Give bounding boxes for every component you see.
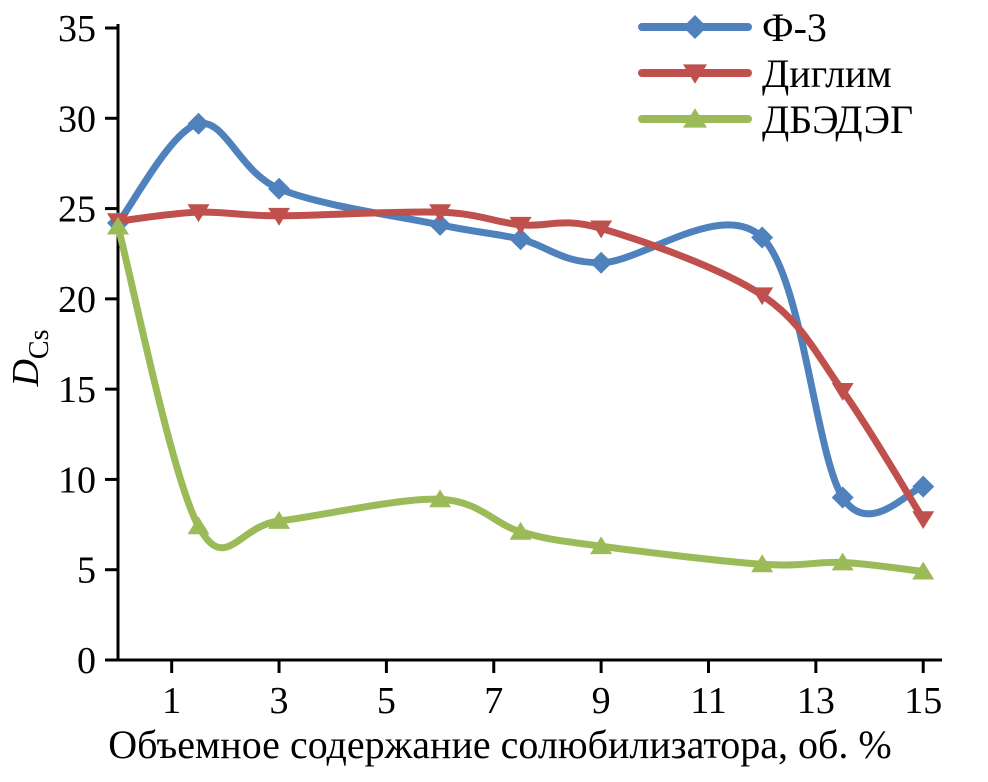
- legend-item-1: Диглим: [638, 51, 892, 96]
- legend-item-2: ДБЭДЭГ: [638, 97, 913, 142]
- y-tick-label: 25: [58, 189, 96, 231]
- series-marker-2: [268, 511, 291, 529]
- legend-marker-1: [683, 64, 707, 84]
- legend-marker-0: [683, 15, 707, 39]
- series-marker-2: [912, 561, 935, 580]
- series-marker-1: [751, 287, 774, 306]
- series-marker-2: [107, 216, 129, 235]
- x-axis-title: Объемное содержание солюбилизатора, об. …: [108, 722, 891, 767]
- legend-label-2: ДБЭДЭГ: [762, 97, 913, 142]
- legend-label-1: Диглим: [762, 51, 892, 96]
- x-tick-label: 5: [377, 680, 396, 722]
- y-tick-label: 30: [58, 98, 96, 140]
- series-line-0: [114, 119, 927, 518]
- series-marker-1: [509, 216, 532, 235]
- x-axis-ticks: 1 3 5 7 9 11 13 15: [162, 660, 942, 722]
- series-marker-1: [429, 204, 452, 223]
- series-marker-1: [268, 207, 291, 226]
- series-0: [107, 112, 935, 518]
- y-tick-label: 35: [58, 8, 96, 50]
- x-tick-label: 13: [797, 680, 835, 722]
- y-axis-title: DCs: [5, 329, 55, 387]
- series-marker-0: [831, 486, 854, 509]
- series-marker-0: [509, 228, 532, 251]
- series-marker-2: [429, 489, 452, 508]
- y-tick-label: 5: [77, 550, 96, 592]
- series-line-2: [114, 223, 927, 576]
- series-marker-0: [268, 177, 291, 200]
- series-marker-2: [831, 552, 854, 571]
- series-marker-0: [751, 226, 774, 249]
- series-marker-1: [590, 220, 613, 239]
- x-tick-label: 1: [162, 680, 181, 722]
- series-marker-2: [590, 536, 613, 555]
- x-tick-label: 11: [690, 680, 727, 722]
- series-marker-0: [429, 213, 452, 236]
- y-tick-label: 20: [58, 279, 96, 321]
- legend-marker-2: [683, 108, 707, 128]
- y-axis-title-subscript: Cs: [24, 329, 55, 359]
- x-tick-label: 7: [484, 680, 503, 722]
- series-marker-0: [912, 475, 935, 498]
- series-marker-0: [590, 251, 613, 274]
- series-2: [107, 216, 935, 580]
- y-tick-label: 15: [58, 369, 96, 411]
- x-tick-label: 9: [592, 680, 611, 722]
- x-tick-label: 3: [270, 680, 289, 722]
- legend-label-0: Ф-3: [762, 5, 827, 50]
- legend-item-0: Ф-3: [638, 5, 827, 50]
- series-marker-1: [831, 383, 854, 401]
- series-marker-2: [187, 516, 210, 535]
- series-marker-2: [751, 554, 774, 573]
- series-marker-1: [912, 511, 935, 530]
- series-line-1: [114, 208, 927, 523]
- y-tick-label: 0: [77, 640, 96, 682]
- y-axis-ticks: 0 5 10 15 20 25 30 35: [58, 8, 118, 682]
- axes: [116, 24, 942, 662]
- x-tick-label: 15: [904, 680, 942, 722]
- y-axis-title-main: D: [5, 359, 47, 387]
- series-marker-0: [187, 112, 210, 135]
- series-marker-1: [187, 204, 210, 223]
- y-tick-label: 10: [58, 459, 96, 501]
- series-marker-2: [509, 521, 532, 540]
